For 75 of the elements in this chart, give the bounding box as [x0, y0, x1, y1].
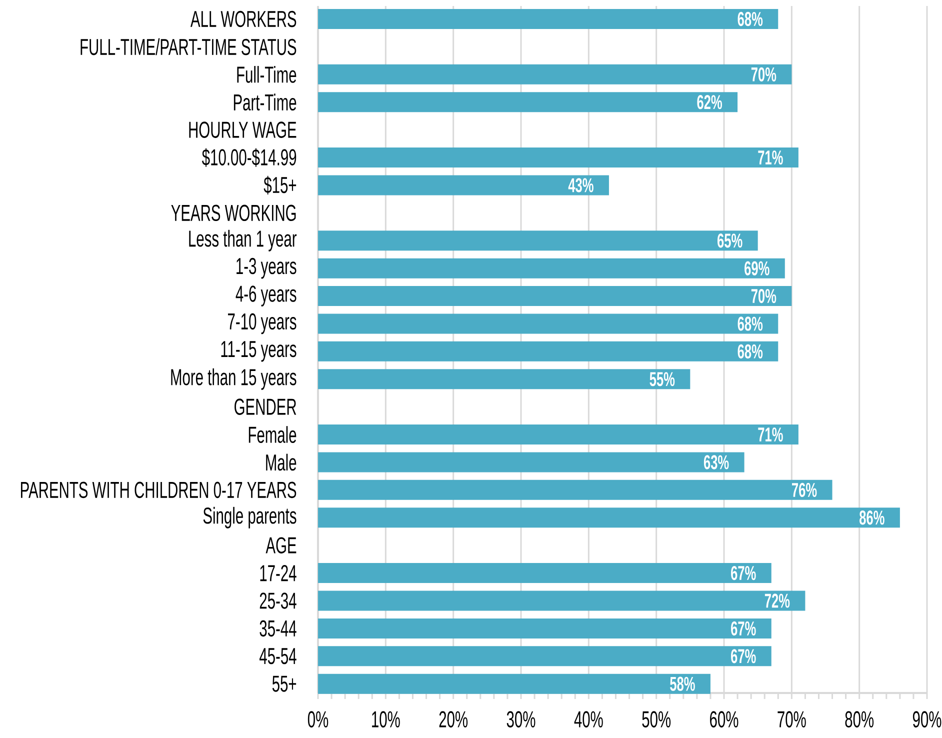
y-tick-label: 1-3 years — [236, 258, 296, 279]
x-tick-label: 80% — [845, 711, 874, 728]
y-tick-label: GENDER — [234, 398, 296, 415]
x-tick-label: 60% — [710, 711, 738, 728]
data-label: 65% — [717, 234, 742, 248]
y-tick-label: PARENTS WITH CHILDREN 0-17 YEARS — [21, 482, 296, 498]
data-label: 63% — [704, 455, 729, 470]
y-tick-label: 7-10 years — [228, 313, 296, 334]
y-tick-label: YEARS WORKING — [171, 204, 296, 222]
data-label: 67% — [731, 621, 756, 636]
x-tick-label: 50% — [642, 711, 671, 728]
y-tick-label: ALL WORKERS — [190, 10, 296, 28]
data-label: 70% — [751, 288, 776, 304]
data-label: 71% — [758, 428, 783, 442]
y-tick-label: 35-44 — [260, 620, 296, 637]
x-tick-label: 40% — [574, 711, 603, 728]
y-tick-label: More than 15 years — [171, 368, 296, 390]
data-label: 68% — [738, 344, 763, 358]
data-label: 71% — [758, 150, 783, 165]
bar — [318, 646, 772, 666]
bar — [318, 175, 609, 196]
x-tick-label: 30% — [506, 711, 536, 728]
data-label: 69% — [744, 261, 770, 276]
bar — [318, 230, 758, 251]
y-tick-label: 4-6 years — [236, 286, 296, 306]
y-tick-label: HOURLY WAGE — [189, 122, 296, 138]
bar — [318, 148, 798, 168]
bar — [318, 369, 690, 390]
bar — [318, 480, 832, 500]
bar — [318, 563, 772, 584]
x-tick-label: 90% — [912, 711, 942, 728]
data-label: 76% — [792, 482, 817, 498]
y-tick-label: Full-Time — [237, 66, 296, 83]
bar — [318, 674, 710, 694]
data-label: 43% — [568, 178, 594, 192]
bar — [318, 618, 772, 638]
bar — [318, 341, 778, 362]
y-tick-label: FULL-TIME/PART-TIME STATUS — [80, 38, 296, 56]
y-tick-label: AGE — [266, 537, 296, 554]
bar — [318, 92, 738, 112]
y-tick-label: $15+ — [264, 176, 296, 195]
y-tick-label: Less than 1 year — [189, 230, 297, 252]
bar — [318, 508, 900, 528]
bar — [318, 9, 778, 30]
y-tick-label: $10.00-$14.99 — [202, 148, 296, 167]
y-tick-label: 25-34 — [260, 592, 296, 609]
x-tick-label: 70% — [778, 711, 806, 728]
data-label: 67% — [731, 566, 756, 580]
bar — [318, 314, 778, 334]
data-label: 62% — [697, 95, 722, 110]
bar — [318, 64, 792, 84]
data-label: 55% — [650, 372, 675, 386]
bar — [318, 258, 785, 278]
bar — [318, 452, 744, 472]
bar — [318, 590, 806, 611]
data-label: 58% — [670, 676, 695, 691]
data-label: 68% — [738, 12, 763, 26]
x-tick-label: 10% — [372, 711, 400, 728]
bar — [318, 424, 798, 445]
data-label: 67% — [731, 649, 756, 664]
y-tick-label: 17-24 — [260, 565, 296, 582]
data-label: 86% — [860, 510, 884, 525]
data-label: 68% — [738, 316, 763, 331]
y-tick-label: 45-54 — [260, 648, 296, 664]
y-tick-label: Single parents — [203, 506, 296, 528]
data-label: 72% — [764, 594, 790, 608]
y-tick-label: Male — [266, 454, 296, 471]
data-label: 70% — [751, 67, 776, 82]
y-tick-label: 11-15 years — [221, 341, 296, 362]
y-tick-label: Female — [248, 426, 296, 443]
x-tick-label: 0% — [308, 711, 328, 728]
y-tick-label: 55+ — [272, 676, 296, 692]
x-tick-label: 20% — [439, 711, 468, 728]
y-tick-label: Part-Time — [234, 94, 296, 111]
bar — [318, 286, 792, 306]
